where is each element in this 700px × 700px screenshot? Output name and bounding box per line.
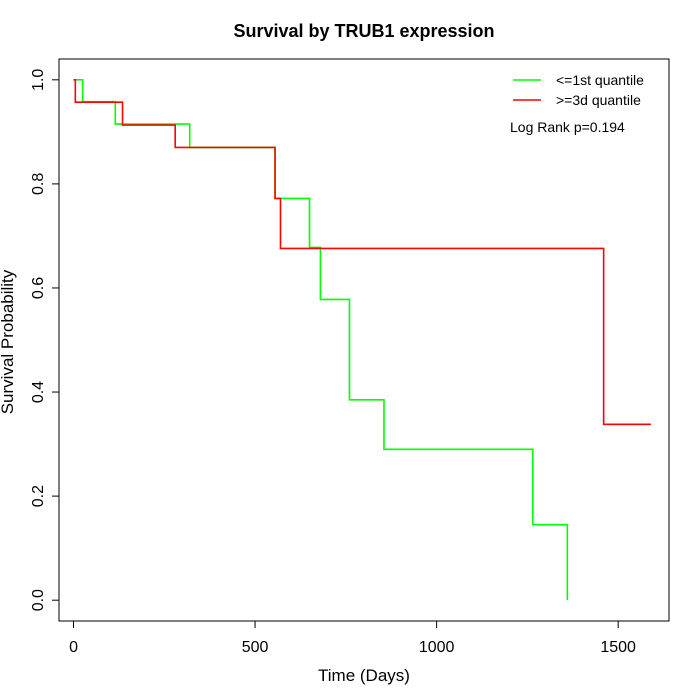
x-tick-label: 500 bbox=[242, 639, 269, 656]
x-tick-label: 1500 bbox=[600, 639, 636, 656]
y-tick-label: 0.0 bbox=[30, 589, 47, 611]
legend: <=1st quantile >=3d quantile bbox=[513, 72, 644, 108]
y-tick-label: 0.4 bbox=[30, 381, 47, 403]
y-tick-label: 0.6 bbox=[30, 277, 47, 299]
series-high-quantile-line bbox=[73, 79, 651, 426]
plot-frame bbox=[58, 58, 670, 622]
chart-title: Survival by TRUB1 expression bbox=[233, 21, 494, 41]
legend-label: <=1st quantile bbox=[556, 72, 644, 88]
y-axis-label: Survival Probability bbox=[0, 269, 17, 414]
x-tick-label: 1000 bbox=[419, 639, 455, 656]
x-tick-label: 0 bbox=[69, 639, 78, 656]
series-low-quantile-line bbox=[73, 79, 569, 601]
y-tick-label: 0.8 bbox=[30, 173, 47, 195]
log-rank-annotation: Log Rank p=0.194 bbox=[510, 119, 625, 135]
x-axis-label: Time (Days) bbox=[318, 666, 410, 685]
legend-label: >=3d quantile bbox=[556, 92, 641, 108]
y-tick-label: 0.2 bbox=[30, 485, 47, 507]
y-tick-label: 1.0 bbox=[30, 69, 47, 91]
